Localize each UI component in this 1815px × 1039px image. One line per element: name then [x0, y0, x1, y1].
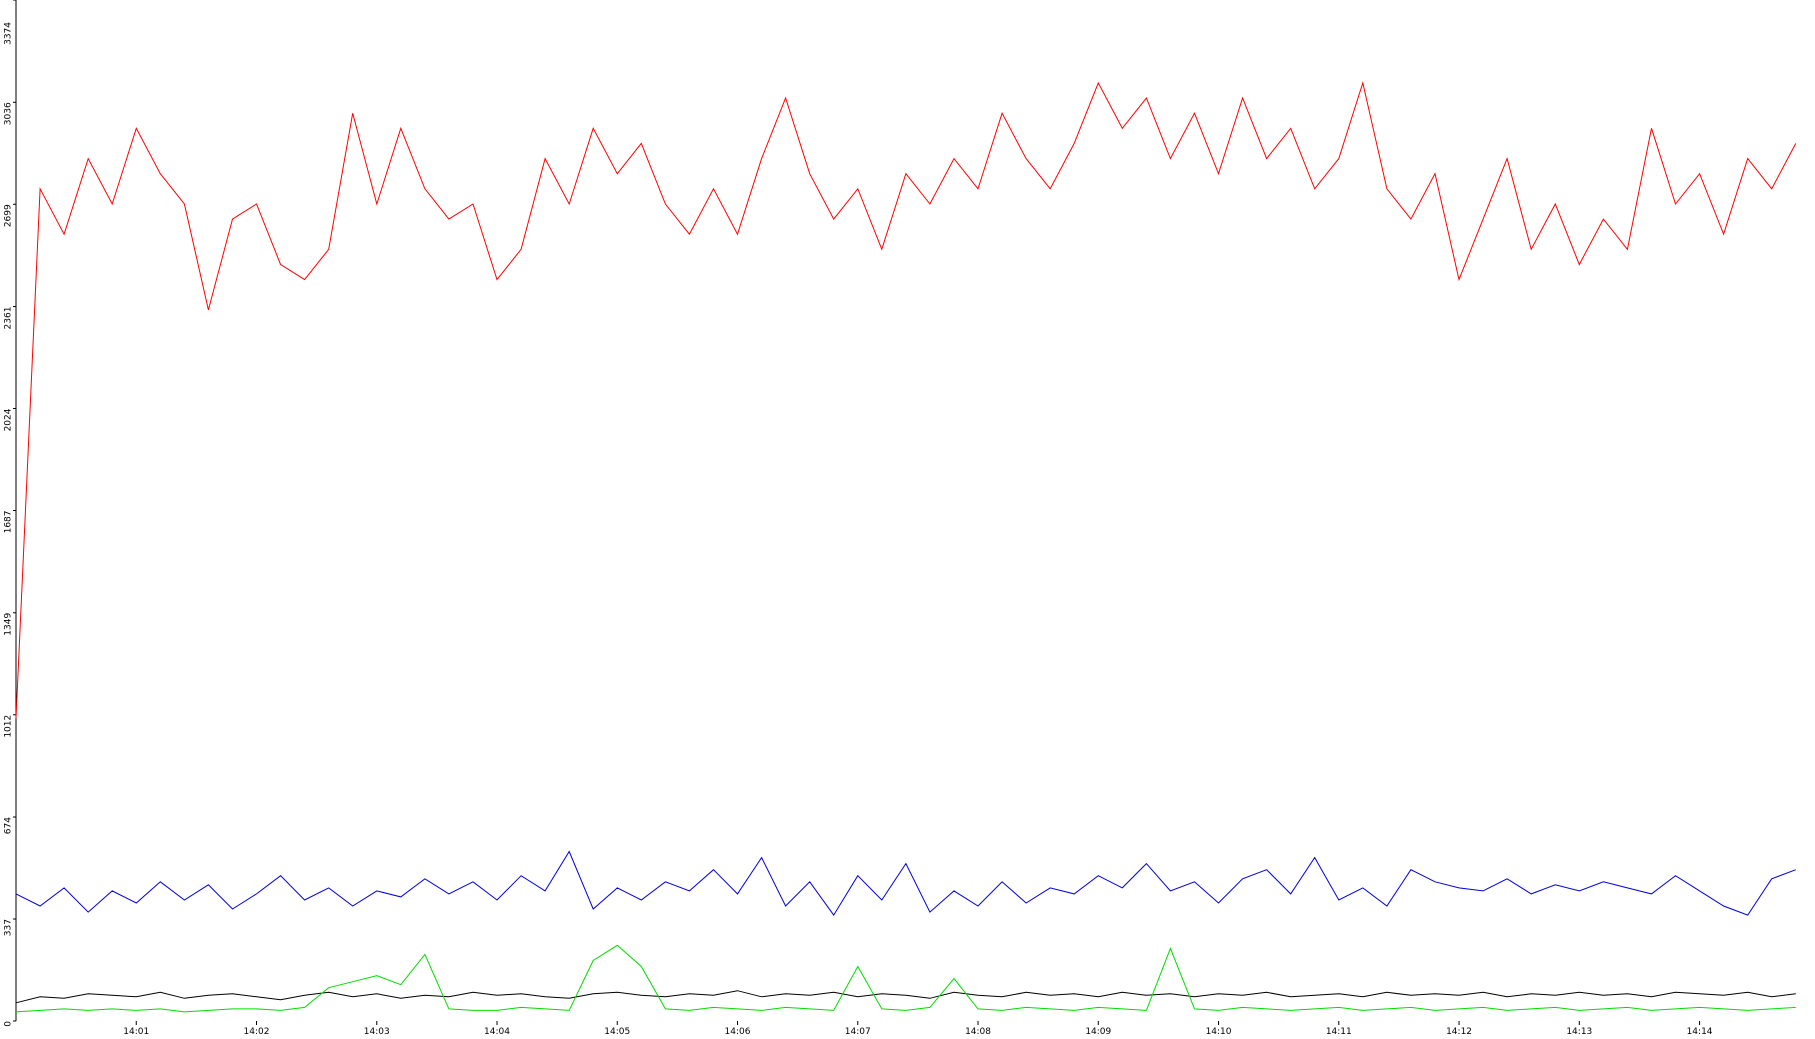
series-line — [15, 850, 1796, 917]
x-tick-label: 14:10 — [1206, 1027, 1232, 1037]
x-tick-label: 14:07 — [845, 1027, 871, 1037]
y-tick-label: 674 — [4, 817, 14, 834]
series-line — [15, 990, 1796, 1004]
y-tick-label: 2024 — [4, 408, 14, 431]
y-tick-label: 337 — [4, 919, 14, 936]
y-tick-label: 1687 — [4, 511, 14, 534]
y-tick-label: 0 — [4, 1021, 14, 1027]
x-tick-label: 14:05 — [604, 1027, 630, 1037]
y-tick-label: 3036 — [4, 102, 14, 125]
x-tick-label: 14:13 — [1566, 1027, 1592, 1037]
x-tick-label: 14:06 — [725, 1027, 751, 1037]
series-line — [15, 944, 1796, 1013]
x-tick-label: 14:08 — [965, 1027, 991, 1037]
x-tick-label: 14:12 — [1446, 1027, 1472, 1037]
series-line — [15, 80, 1797, 719]
y-tick-label: 1349 — [4, 613, 14, 636]
x-tick-label: 14:02 — [244, 1027, 270, 1037]
x-tick-label: 14:01 — [123, 1027, 149, 1037]
x-tick-label: 14:09 — [1085, 1027, 1111, 1037]
x-tick-label: 14:04 — [484, 1027, 510, 1037]
y-tick-label: 2361 — [4, 307, 14, 330]
y-tick-label: 1012 — [4, 715, 14, 738]
x-tick-label: 14:14 — [1687, 1027, 1713, 1037]
y-tick-label: 3374 — [4, 22, 14, 45]
x-tick-label: 14:11 — [1326, 1027, 1352, 1037]
x-tick-label: 14:03 — [364, 1027, 390, 1037]
y-tick-label: 2699 — [4, 204, 14, 227]
